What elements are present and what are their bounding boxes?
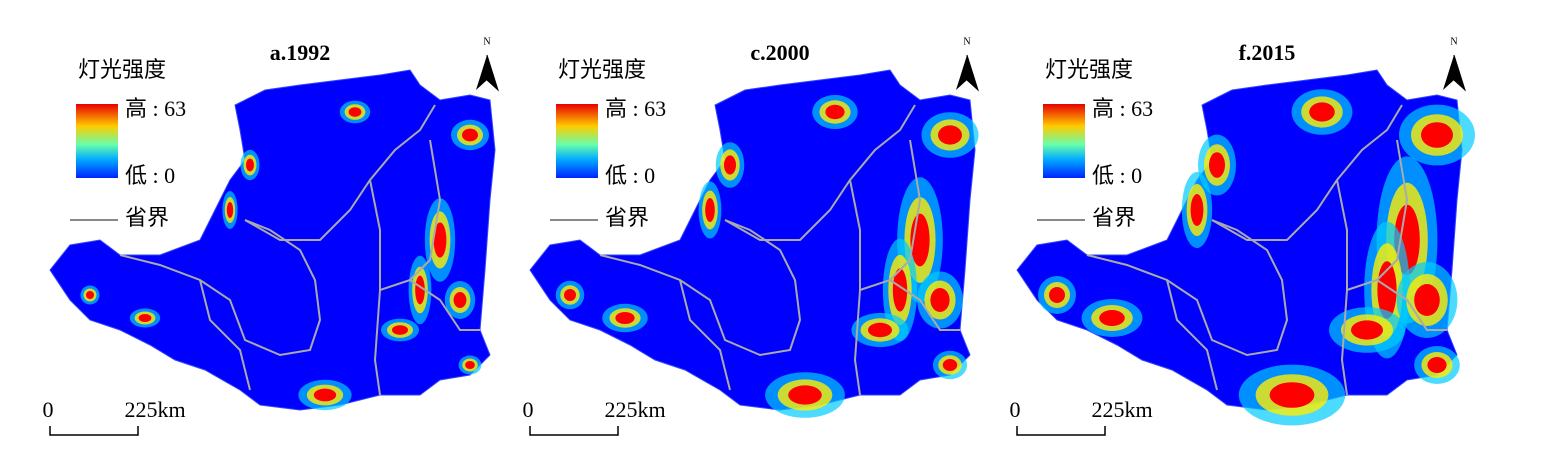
light-core [1351,320,1383,340]
scale-bar [49,426,139,436]
light-core [462,128,478,142]
scale-end: 225km [1091,397,1152,422]
light-core [1309,102,1335,122]
light-core [348,107,362,117]
legend-high: 高 : 63 [1092,96,1153,121]
north-label: N [963,36,970,47]
legend-title: 灯光强度 [78,57,166,82]
legend-low: 低 : 0 [125,163,175,188]
light-core [433,222,447,258]
north-arrow-right [966,54,980,92]
light-core [938,125,962,145]
province-border [379,278,480,331]
legend-high: 高 : 63 [125,96,186,121]
north-arrow-right [486,54,500,92]
light-core [724,155,736,175]
province-border [1346,278,1447,331]
legend-boundary: 省界 [125,205,169,230]
scale-start: 0 [43,397,54,422]
province-border [119,219,322,357]
light-core [1049,287,1065,303]
legend-ramp [1043,104,1085,178]
light-core [392,325,408,335]
light-core [1209,152,1225,178]
light-core [825,104,845,120]
light-core [942,359,958,371]
province-border [599,219,802,357]
legend-ramp [76,104,118,178]
scale-bar [1016,426,1106,436]
panel-title: a.1992 [270,40,331,65]
province-border [244,104,436,241]
light-core [868,322,892,338]
legend-low: 低 : 0 [1092,163,1142,188]
province-border [1086,219,1289,357]
scale-end: 225km [604,397,665,422]
legend-boundary: 省界 [1092,205,1136,230]
light-core [892,268,908,312]
legend-title: 灯光强度 [558,57,646,82]
north-arrow-left [1443,55,1454,90]
light-core [930,288,950,312]
light-core [1269,382,1315,408]
light-core [788,385,822,405]
light-core [1099,310,1125,326]
light-core [1414,284,1440,316]
light-core [615,312,635,324]
north-label: N [1450,36,1457,47]
province-border [679,279,731,391]
scale-start: 0 [1010,397,1021,422]
province-border [724,104,916,241]
scale-end: 225km [124,397,185,422]
scale-start: 0 [523,397,534,422]
legend-ramp [556,104,598,178]
light-core [226,202,234,218]
panel-title: f.2015 [1239,40,1296,65]
province-border [1166,279,1218,391]
province-border [889,139,922,281]
light-core [1190,194,1204,226]
province-border [409,139,442,281]
light-core [465,361,475,369]
north-arrow-left [956,55,967,90]
light-core [705,198,715,222]
north-arrow-right [1453,54,1467,92]
light-core [138,314,152,322]
province-border [1376,139,1409,281]
light-core [246,158,254,172]
north-arrow-left [476,55,487,90]
province-border [199,279,251,391]
light-core [86,291,94,299]
legend-boundary: 省界 [605,205,649,230]
light-core [564,289,576,301]
province-border [859,278,960,331]
province-border [1211,104,1403,241]
panel-title: c.2000 [750,40,809,65]
light-core [453,292,467,308]
legend-low: 低 : 0 [605,163,655,188]
scale-bar [529,426,619,436]
light-core [1427,357,1447,373]
legend-high: 高 : 63 [605,96,666,121]
light-core [1421,122,1453,148]
light-core [313,388,337,402]
light-core [415,275,425,305]
legend-title: 灯光强度 [1045,57,1133,82]
north-label: N [483,36,490,47]
